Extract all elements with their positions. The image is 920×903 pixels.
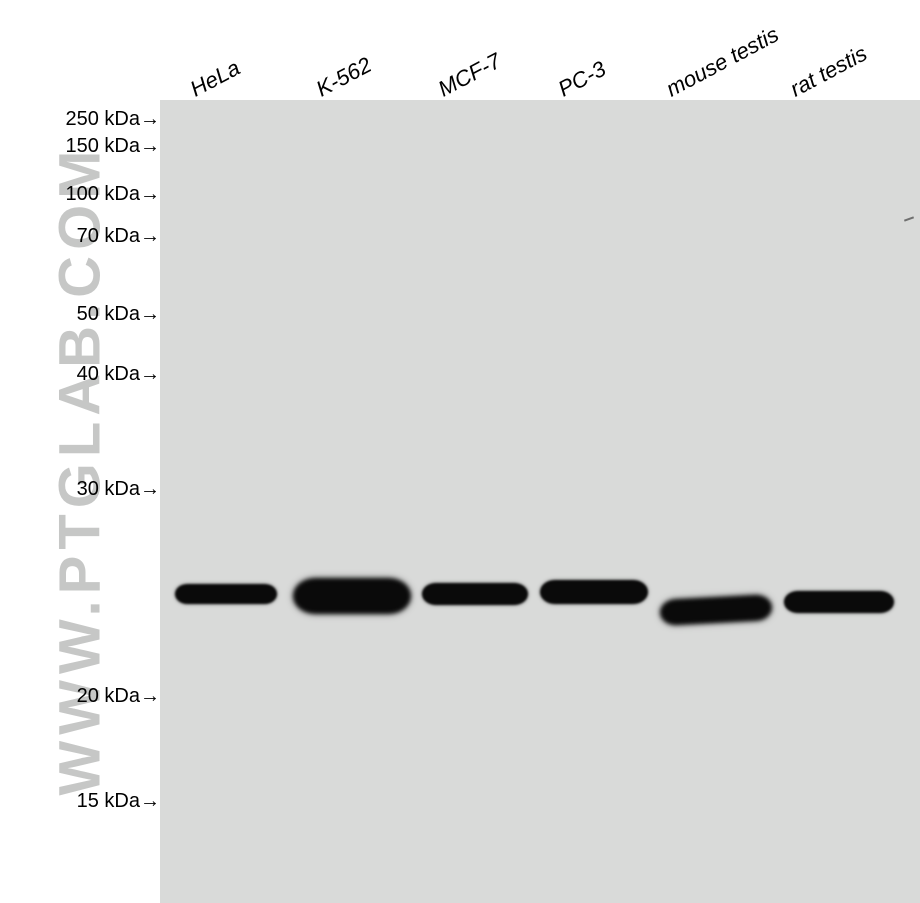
marker-label: 50 kDa→ (77, 303, 160, 326)
lane-label: HeLa (186, 55, 245, 103)
wb-band (784, 591, 894, 613)
marker-label: 100 kDa→ (66, 183, 161, 206)
marker-label: 70 kDa→ (77, 225, 160, 248)
wb-band (540, 580, 648, 604)
marker-label: 40 kDa→ (77, 363, 160, 386)
marker-label: 250 kDa→ (66, 108, 161, 131)
lane-label: rat testis (786, 40, 872, 102)
wb-band (422, 583, 528, 605)
lane-label: K-562 (312, 52, 376, 103)
lane-label: MCF-7 (434, 48, 506, 103)
wb-band (293, 578, 411, 614)
lane-label: mouse testis (662, 22, 783, 103)
bands-container (160, 100, 920, 903)
lane-label: PC-3 (554, 56, 610, 102)
marker-label: 150 kDa→ (66, 135, 161, 158)
wb-band (659, 594, 772, 626)
wb-band (175, 584, 277, 604)
marker-label: 20 kDa→ (77, 685, 160, 708)
marker-label: 15 kDa→ (77, 790, 160, 813)
marker-label: 30 kDa→ (77, 478, 160, 501)
